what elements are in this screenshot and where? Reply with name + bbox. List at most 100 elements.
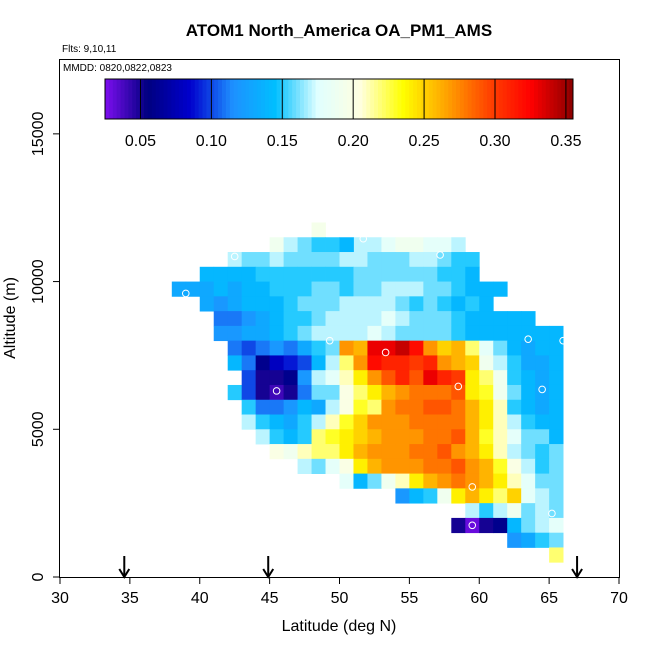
heatmap-cell — [381, 444, 396, 460]
heatmap-cell — [451, 429, 466, 445]
down-arrow-icon — [262, 556, 275, 579]
colorbar-segment — [144, 79, 149, 119]
heatmap-cell — [339, 325, 354, 342]
heatmap-cell — [353, 266, 368, 282]
marker-circle — [454, 382, 463, 391]
heatmap-cell — [199, 281, 215, 297]
marker-circle — [359, 234, 368, 243]
heatmap-cell — [367, 296, 382, 312]
heatmap-cell — [297, 399, 312, 415]
flights-label: Flts: 9,10,11 — [62, 44, 117, 55]
heatmap-cell — [339, 429, 354, 445]
heatmap-cell — [269, 266, 284, 282]
heatmap-cell — [395, 311, 410, 327]
colorbar-segment — [385, 79, 391, 119]
heatmap-cell — [507, 458, 522, 474]
heatmap-cell — [451, 414, 466, 430]
heatmap-cell — [479, 444, 494, 460]
heatmap-cell — [297, 429, 312, 445]
colorbar-segment — [159, 79, 164, 119]
heatmap-cell — [409, 340, 424, 356]
heatmap-cell — [339, 458, 354, 474]
colorbar-segment — [553, 79, 558, 119]
heatmap-cell — [507, 488, 522, 504]
heatmap-cell — [549, 503, 564, 519]
heatmap-cell — [465, 444, 480, 460]
heatmap-cell — [535, 473, 550, 489]
heatmap-cell — [283, 429, 298, 445]
heatmap-cell — [367, 325, 382, 342]
colorbar-segment — [163, 79, 168, 119]
heatmap-cell — [381, 355, 396, 371]
colorbar-segment — [140, 79, 145, 119]
heatmap-cell — [381, 266, 396, 282]
colorbar-segment — [249, 79, 254, 119]
heatmap-cell — [535, 429, 550, 445]
heatmap-cell — [283, 266, 298, 282]
heatmap-cell — [269, 399, 284, 415]
colorbar-segment — [136, 79, 141, 119]
heatmap-cell — [395, 384, 410, 401]
heatmap-cell — [549, 473, 564, 489]
heatmap-cell — [395, 266, 410, 282]
colorbar-segment — [339, 79, 344, 119]
heatmap-cell — [493, 355, 508, 371]
heatmap-cell — [465, 503, 480, 519]
heatmap-cell — [409, 355, 424, 371]
heatmap-cell — [297, 444, 312, 460]
heatmap-cell — [423, 473, 438, 489]
heatmap-cell — [311, 252, 326, 268]
colorbar-segment — [116, 79, 122, 119]
colorbar-segment — [132, 79, 137, 119]
colorbar-segment — [147, 79, 153, 119]
colorbar-segment — [557, 79, 562, 119]
heatmap-cell — [493, 414, 508, 430]
heatmap-cell — [465, 458, 480, 474]
heatmap-cell — [437, 340, 452, 356]
colorbar-segment — [393, 79, 398, 119]
heatmap-cell — [535, 444, 550, 460]
heatmap-cell — [325, 458, 340, 474]
heatmap-cell — [213, 325, 229, 342]
heatmap-cell — [465, 325, 480, 342]
colorbar-segment — [323, 79, 328, 119]
heatmap-cell — [465, 429, 480, 445]
heatmap-cell — [395, 281, 410, 297]
heatmap-cell — [409, 414, 424, 430]
colorbar-frame — [104, 78, 574, 120]
heatmap-cell — [437, 414, 452, 430]
heatmap-cell — [311, 399, 326, 415]
heatmap-cell — [535, 488, 550, 504]
colorbar-segment — [253, 79, 258, 119]
heatmap-cell — [325, 237, 340, 253]
chart-title: ATOM1 North_America OA_PM1_AMS — [186, 21, 492, 40]
heatmap-cell — [437, 252, 452, 268]
heatmap-cell — [437, 237, 452, 253]
heatmap-cell — [269, 370, 284, 386]
dates-label: MMDD: 0820,0822,0823 — [63, 63, 172, 74]
heatmap-cell — [353, 296, 368, 312]
heatmap-cell — [507, 414, 522, 430]
heatmap-cell — [395, 399, 410, 415]
heatmap-cell — [269, 340, 284, 356]
colorbar-segment — [541, 79, 547, 119]
heatmap-cell — [255, 252, 271, 268]
heatmap-cell — [465, 281, 480, 297]
heatmap-cell — [283, 370, 298, 386]
heatmap-cell — [521, 517, 536, 534]
heatmap-cell — [381, 281, 396, 297]
heatmap-cell — [353, 340, 368, 356]
heatmap-cell — [339, 340, 354, 356]
heatmap-cell — [367, 266, 382, 282]
heatmap-cell — [297, 311, 312, 327]
heatmap-cell — [507, 340, 522, 356]
heatmap-cell — [395, 325, 410, 342]
heatmap-cell — [241, 311, 257, 327]
colorbar-segment — [370, 79, 375, 119]
heatmap-cell — [339, 311, 354, 327]
colorbar-segment — [194, 79, 200, 119]
heatmap-cell — [381, 414, 396, 430]
heatmap-cell — [311, 311, 326, 327]
heatmap-cell — [325, 370, 340, 386]
heatmap-cell — [409, 444, 424, 460]
